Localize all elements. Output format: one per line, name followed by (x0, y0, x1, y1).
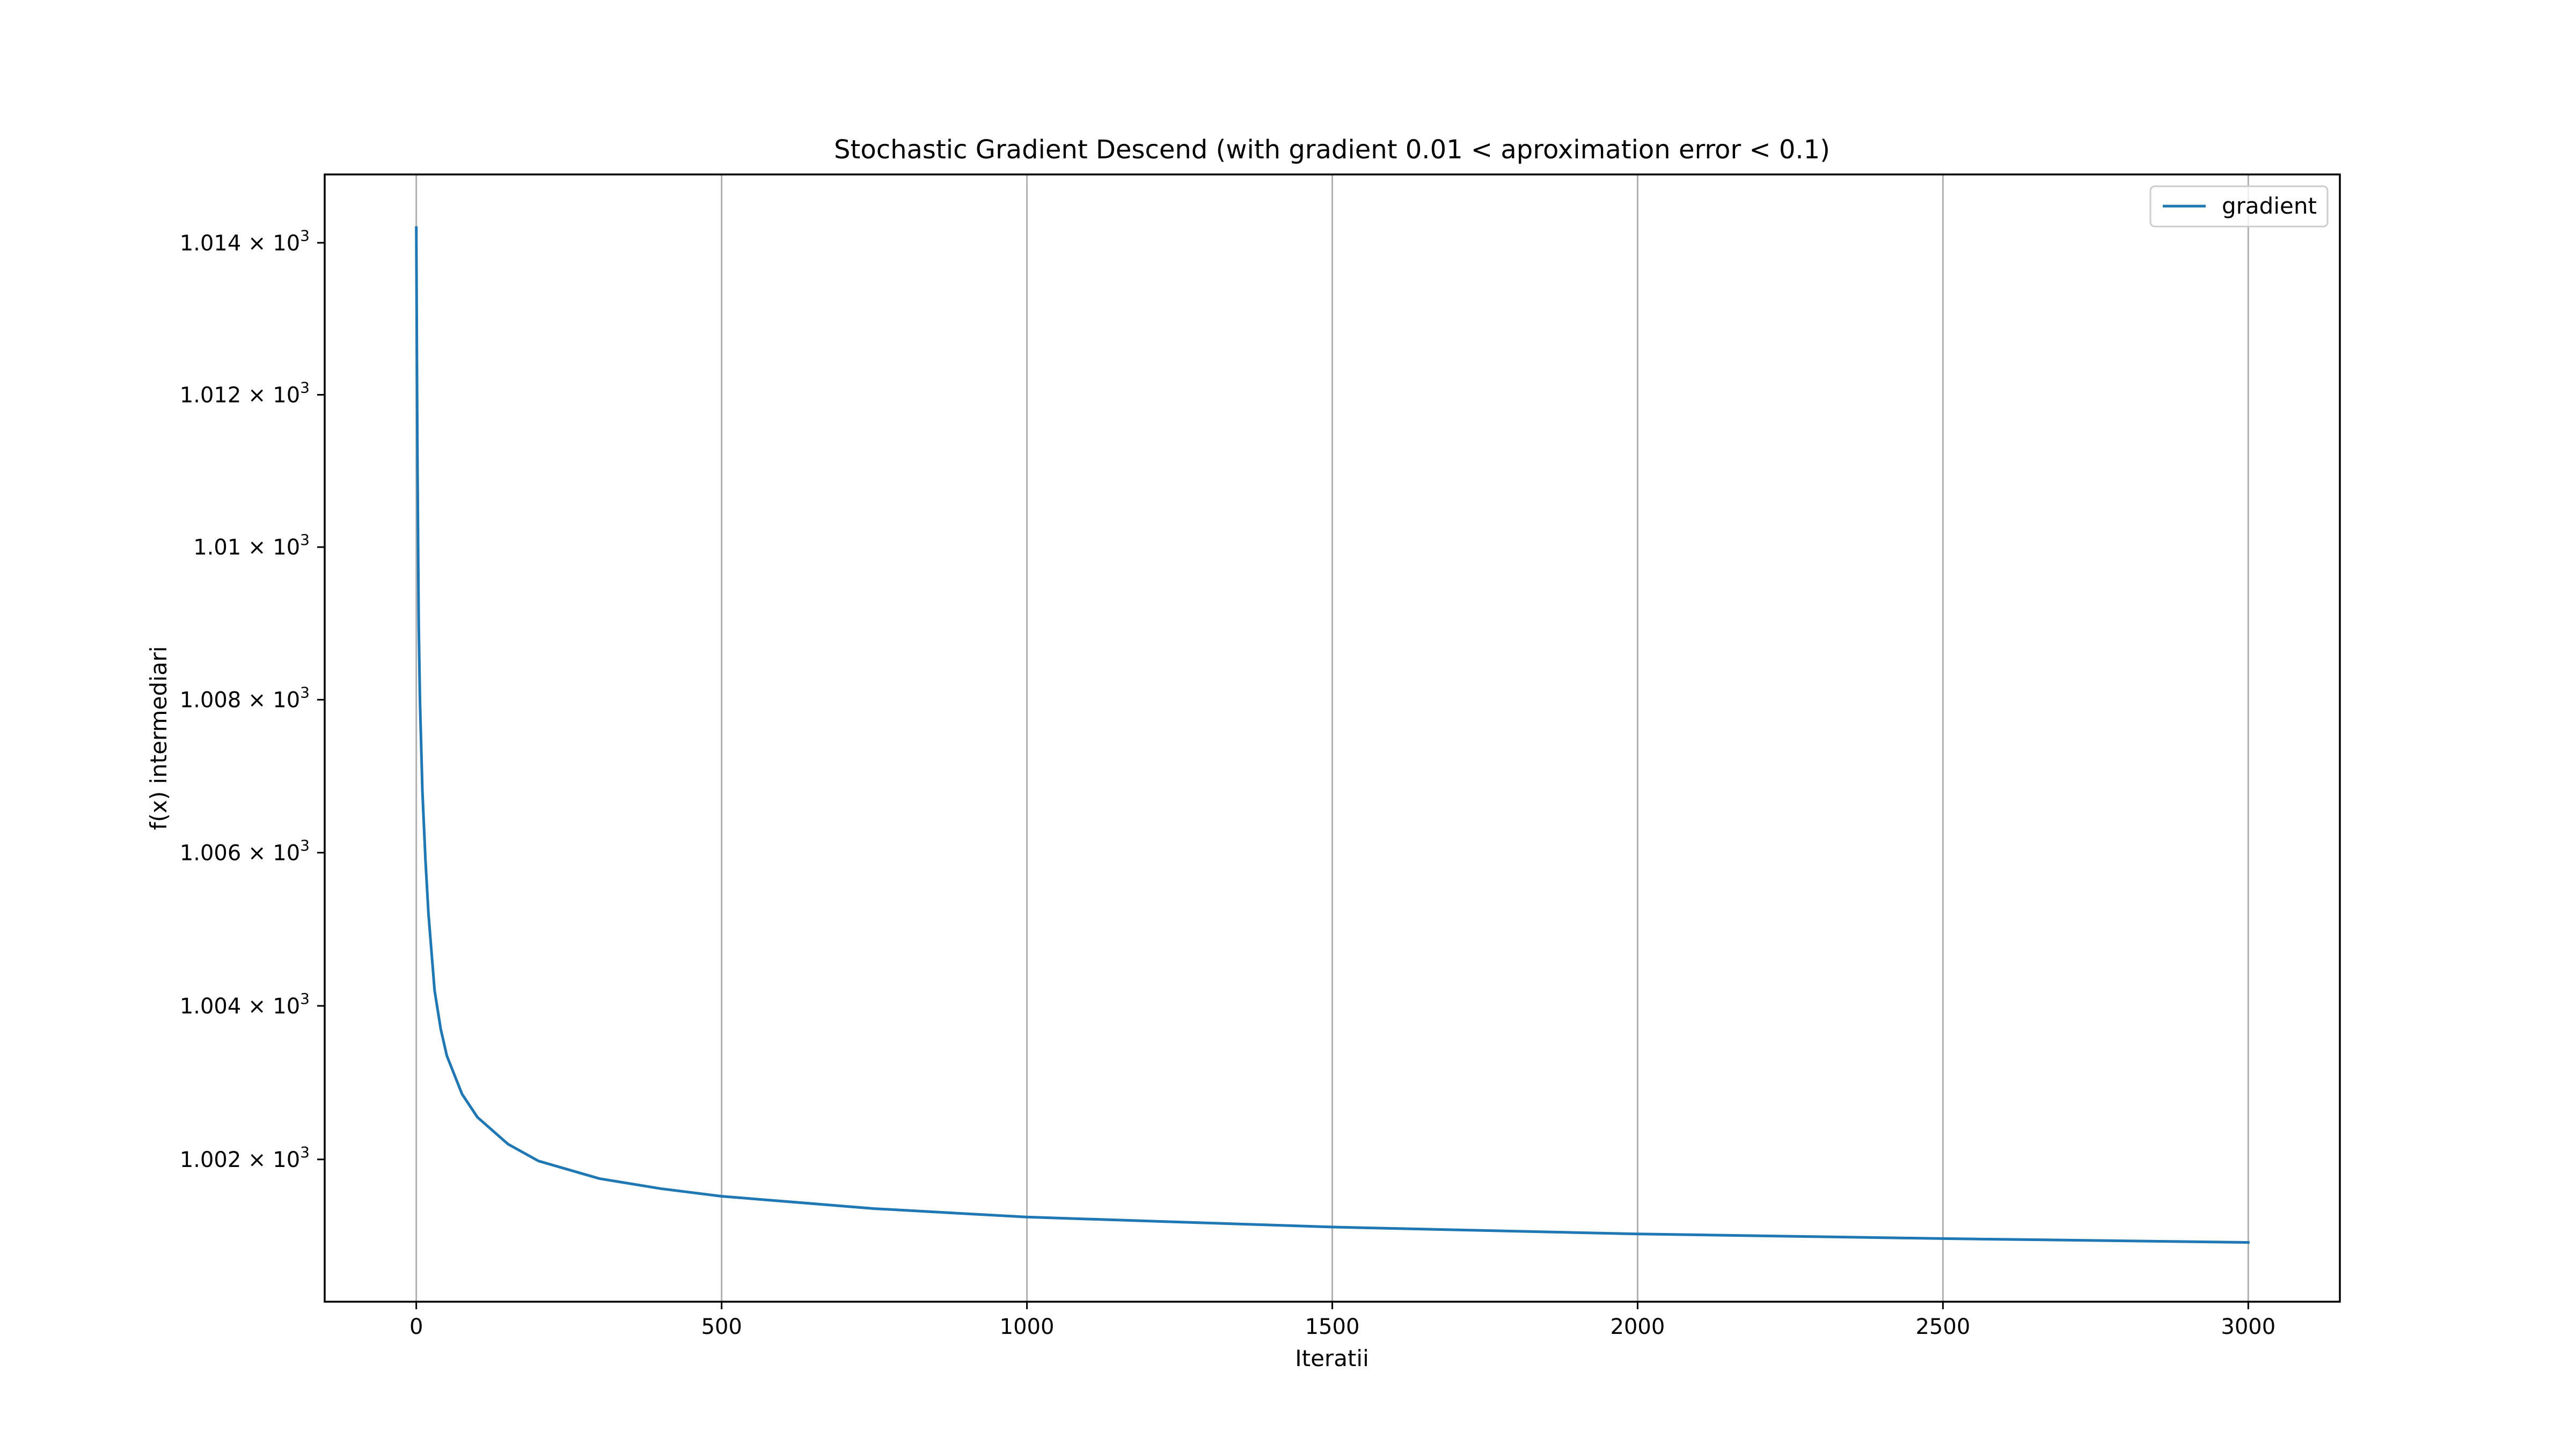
y-tick-label: 1.01 × 103 (193, 531, 310, 560)
y-axis-label: f(x) intermediari (145, 646, 172, 830)
x-tick-label: 2500 (1915, 1315, 1970, 1339)
y-tick-label: 1.006 × 103 (180, 836, 310, 865)
x-axis-ticks: 0 500 1000 1500 2000 2500 3000 (409, 1302, 2275, 1339)
chart-title: Stochastic Gradient Descend (with gradie… (834, 135, 1830, 165)
series-layer (415, 226, 2250, 1244)
x-tick-label: 1000 (1000, 1315, 1055, 1339)
y-tick-label: 1.014 × 103 (180, 227, 310, 256)
x-tick-label: 2000 (1611, 1315, 1665, 1339)
x-tick-label: 0 (409, 1315, 423, 1339)
y-axis-ticks: 1.002 × 103 1.004 × 103 1.006 × 103 1.008 ×… (180, 227, 325, 1172)
legend-label-gradient: gradient (2222, 193, 2317, 219)
y-tick-label: 1.008 × 103 (180, 684, 310, 713)
x-axis-label: Iteratii (1295, 1345, 1369, 1371)
x-tick-label: 3000 (2221, 1315, 2275, 1339)
x-tick-label: 500 (701, 1315, 742, 1339)
legend: gradient (2149, 185, 2329, 228)
series-line-gradient (415, 226, 2250, 1244)
x-tick-label: 1500 (1305, 1315, 1360, 1339)
y-tick-label: 1.012 × 103 (180, 378, 310, 407)
legend-box (2149, 185, 2329, 228)
y-tick-label: 1.004 × 103 (180, 990, 310, 1019)
y-tick-label: 1.002 × 103 (180, 1143, 310, 1172)
